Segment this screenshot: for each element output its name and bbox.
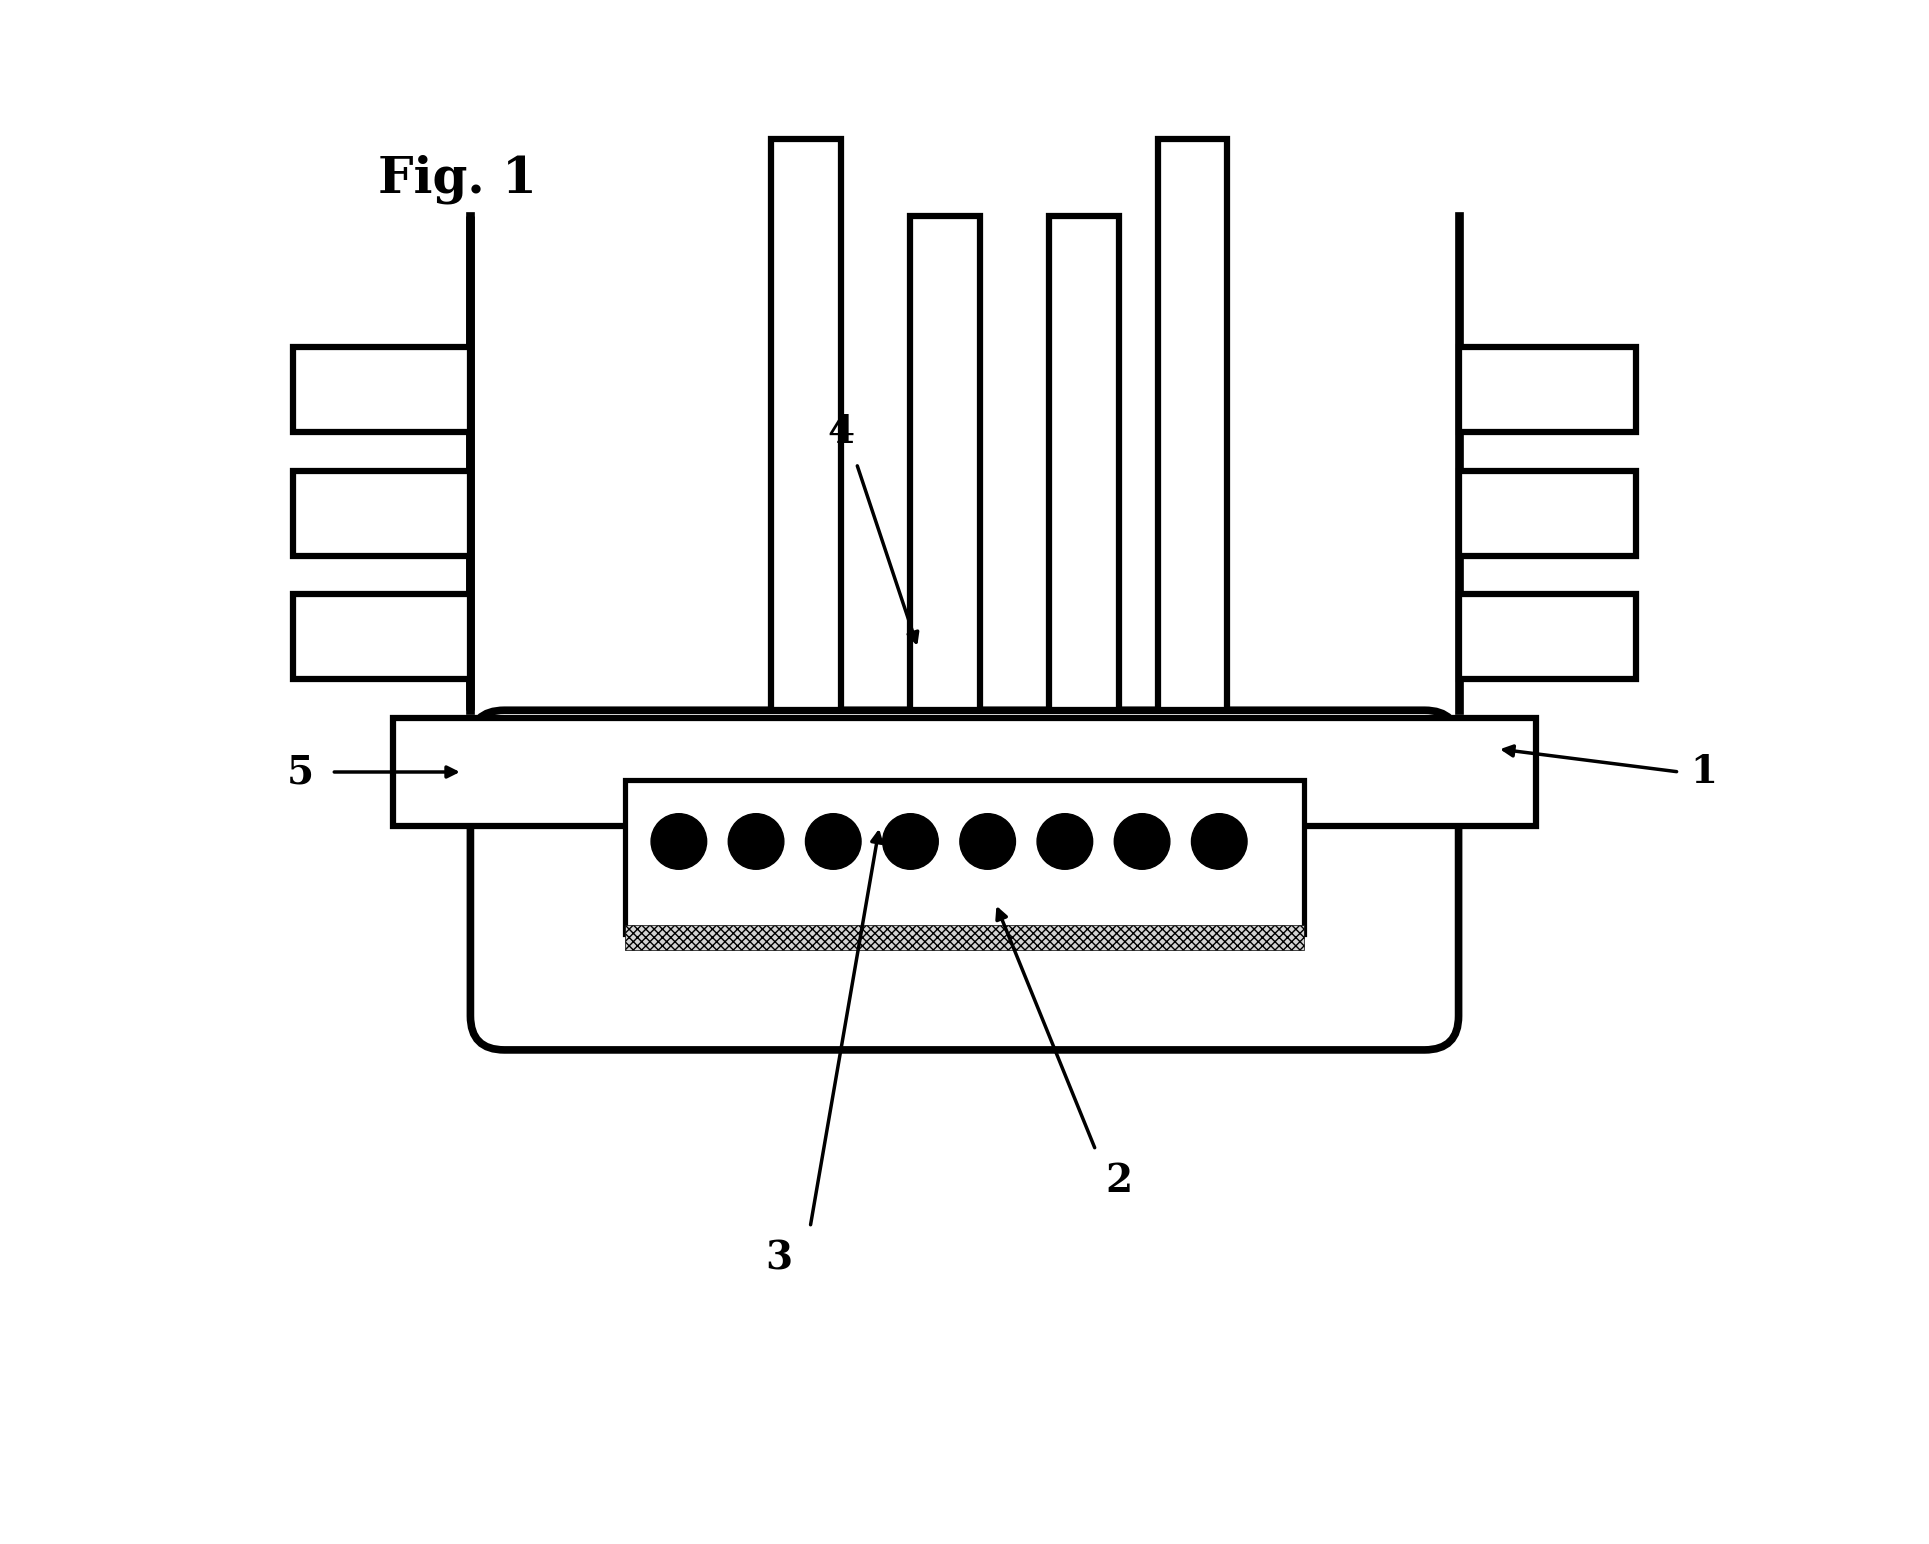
Bar (625, 925, 1304, 950)
Text: Fig. 1: Fig. 1 (378, 154, 536, 204)
Bar (293, 594, 471, 679)
Bar (293, 471, 471, 556)
Circle shape (729, 814, 783, 869)
Bar (1157, 139, 1227, 710)
Text: 5: 5 (287, 753, 314, 791)
Circle shape (961, 814, 1015, 869)
Bar (625, 780, 1304, 934)
Circle shape (806, 814, 860, 869)
Text: 2: 2 (1105, 1163, 1132, 1200)
Bar (910, 216, 980, 710)
Text: 3: 3 (766, 1240, 793, 1277)
Circle shape (652, 814, 706, 869)
Text: 4: 4 (828, 414, 855, 451)
Bar (772, 139, 841, 710)
Bar (394, 718, 1535, 826)
FancyBboxPatch shape (471, 710, 1458, 1050)
Bar (1049, 216, 1119, 710)
Bar (1458, 594, 1636, 679)
Circle shape (883, 814, 937, 869)
Circle shape (1038, 814, 1092, 869)
Bar (293, 347, 471, 432)
Text: 1: 1 (1690, 753, 1717, 791)
Bar (1458, 347, 1636, 432)
Bar (1458, 471, 1636, 556)
Circle shape (1192, 814, 1246, 869)
Circle shape (1115, 814, 1169, 869)
